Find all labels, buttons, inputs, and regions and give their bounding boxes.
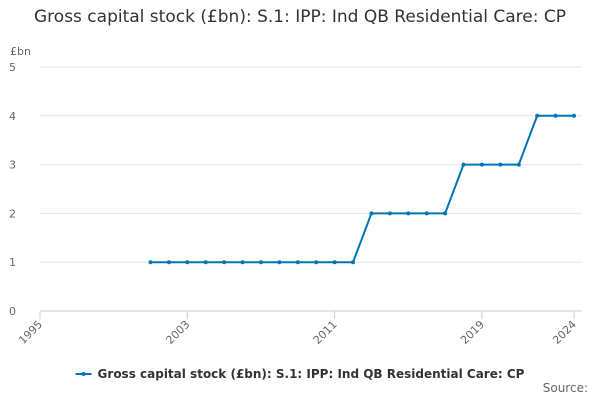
y-tick-label: 1 — [9, 256, 16, 269]
point — [461, 162, 466, 167]
point — [387, 211, 392, 216]
point — [369, 211, 374, 216]
y-tick-label: 5 — [9, 61, 16, 74]
source: Source: — [543, 381, 588, 395]
point — [572, 113, 576, 118]
y-tick-label: 0 — [9, 305, 16, 318]
x-tick-label: 2011 — [311, 318, 340, 347]
point — [498, 162, 503, 167]
point — [406, 211, 411, 216]
point — [443, 211, 448, 216]
point — [203, 260, 208, 265]
y-tick-label: 2 — [9, 207, 16, 220]
y-tick-label: 3 — [9, 159, 16, 172]
x-tick-label: 2024 — [550, 318, 579, 347]
point — [332, 260, 337, 265]
point — [314, 260, 319, 265]
point — [185, 260, 190, 265]
point — [240, 260, 245, 265]
x-tick-label: 2019 — [458, 318, 487, 347]
series-line — [150, 114, 574, 264]
point — [258, 260, 263, 265]
y-axis-label: £bn — [10, 45, 31, 58]
y-tick-label: 4 — [9, 110, 16, 123]
point — [479, 162, 484, 167]
x-tick-label: 2003 — [163, 318, 192, 347]
legend-swatch-point — [81, 372, 86, 376]
point — [166, 260, 171, 265]
point — [277, 260, 282, 265]
point — [535, 113, 540, 118]
x-tick-label: 1995 — [16, 318, 45, 347]
point — [516, 162, 521, 167]
point — [424, 211, 429, 216]
point — [295, 260, 300, 265]
legend-entry: Gross capital stock (£bn): S.1: IPP: Ind… — [75, 367, 525, 381]
point — [351, 260, 356, 265]
point — [222, 260, 227, 265]
chart-title: Gross capital stock (£bn): S.1: IPP: Ind… — [34, 7, 566, 27]
point — [148, 260, 153, 265]
point — [553, 113, 558, 118]
legend-label: Gross capital stock (£bn): S.1: IPP: Ind… — [98, 367, 525, 381]
